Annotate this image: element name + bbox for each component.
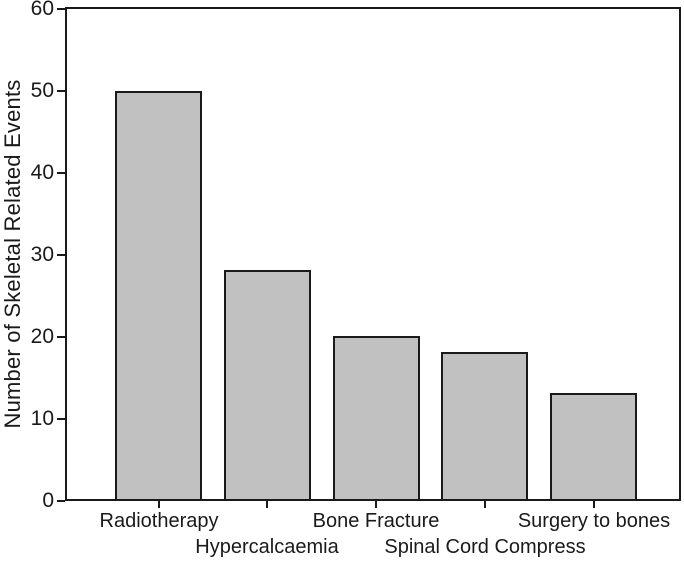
y-tick-mark-10: [57, 418, 65, 420]
y-tick-mark-20: [57, 336, 65, 338]
x-axis-label-bone-fracture: Bone Fracture: [312, 510, 440, 532]
x-axis-label-hypercalcaemia: Hypercalcaemia: [195, 536, 339, 558]
x-tick-mark-bone-fracture: [375, 501, 377, 508]
y-tick-label-50: 50: [30, 79, 54, 102]
y-tick-label-0: 0: [42, 489, 54, 512]
y-tick-label-60: 60: [30, 0, 54, 20]
bar-radiotherapy: [115, 91, 202, 499]
y-tick-label-30: 30: [30, 243, 54, 266]
y-tick-mark-60: [57, 8, 65, 10]
x-tick-mark-spinal-cord-compress: [484, 501, 486, 508]
x-tick-mark-hypercalcaemia: [266, 501, 268, 508]
y-tick-mark-50: [57, 90, 65, 92]
plot-area: [65, 7, 681, 501]
bar-surgery-to-bones: [550, 393, 637, 499]
bar-hypercalcaemia: [224, 270, 311, 499]
x-axis-label-surgery-to-bones: Surgery to bones: [517, 510, 671, 532]
y-tick-label-20: 20: [30, 325, 54, 348]
y-tick-label-10: 10: [30, 407, 54, 430]
x-tick-mark-surgery-to-bones: [593, 501, 595, 508]
bar-bone-fracture: [333, 336, 420, 499]
x-axis-label-radiotherapy: Radiotherapy: [99, 510, 219, 532]
y-tick-mark-40: [57, 172, 65, 174]
bar-spinal-cord-compress: [441, 352, 528, 499]
x-tick-mark-radiotherapy: [158, 501, 160, 508]
y-tick-mark-30: [57, 254, 65, 256]
x-axis-label-spinal-cord-compress: Spinal Cord Compress: [384, 536, 586, 558]
y-tick-label-40: 40: [30, 161, 54, 184]
y-tick-mark-0: [57, 500, 65, 502]
